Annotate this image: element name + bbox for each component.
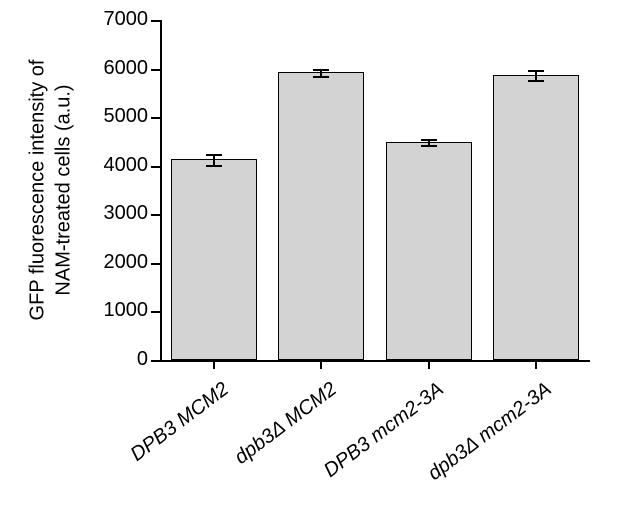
y-tick (151, 69, 160, 71)
error-bar-cap (206, 165, 222, 167)
bar-chart: 0 1000 2000 3000 4000 5000 6000 7000 GFP fluores… (0, 0, 642, 513)
bar (278, 72, 364, 360)
error-bar-cap (313, 69, 329, 71)
y-axis-line (160, 20, 162, 360)
y-tick (151, 263, 160, 265)
x-tick (428, 360, 430, 369)
x-axis-line (160, 360, 590, 362)
x-tick (213, 360, 215, 369)
x-tick (535, 360, 537, 369)
y-tick-label: 1000 (104, 299, 149, 322)
bar (171, 159, 257, 360)
error-bar-cap (313, 76, 329, 78)
y-tick-label: 0 (137, 348, 148, 371)
y-tick-label: 2000 (104, 251, 149, 274)
y-tick-label: 7000 (104, 8, 149, 31)
bar (386, 142, 472, 360)
y-tick (151, 117, 160, 119)
y-axis-title-line2: NAM-treated cells (a.u.) (52, 84, 77, 295)
y-tick-label: 4000 (104, 154, 149, 177)
bar (493, 75, 579, 360)
y-axis-title-line1: GFP fluorescence intensity of (26, 60, 51, 321)
y-tick-label: 6000 (104, 57, 149, 80)
y-tick (151, 360, 160, 362)
error-bar-cap (421, 145, 437, 147)
y-tick-label: 5000 (104, 105, 149, 128)
x-tick (320, 360, 322, 369)
y-tick-label: 3000 (104, 202, 149, 225)
y-tick (151, 311, 160, 313)
y-tick (151, 20, 160, 22)
error-bar-cap (206, 154, 222, 156)
y-tick (151, 166, 160, 168)
y-tick (151, 214, 160, 216)
error-bar-cap (528, 80, 544, 82)
error-bar-cap (528, 70, 544, 72)
error-bar-cap (421, 139, 437, 141)
